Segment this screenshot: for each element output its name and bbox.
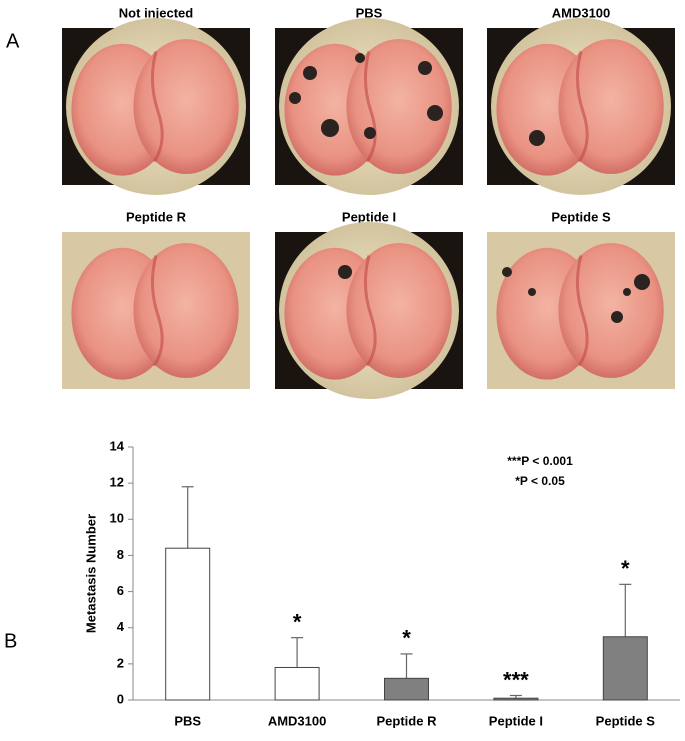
y-tick-label: 8 xyxy=(117,547,124,562)
y-tick-label: 2 xyxy=(117,655,124,670)
x-tick-label: PBS xyxy=(174,713,201,728)
x-tick-label: Peptide R xyxy=(377,713,438,728)
photo-title: Not injected xyxy=(119,5,193,20)
metastasis-spot xyxy=(427,105,443,121)
metastasis-spot xyxy=(502,267,512,277)
lung-right xyxy=(133,242,239,379)
y-tick-label: 0 xyxy=(117,691,124,706)
panel-label: B xyxy=(4,630,17,652)
significance-mark: * xyxy=(402,626,411,651)
metastasis-spot xyxy=(355,53,365,63)
bar xyxy=(274,666,320,701)
y-tick-label: 14 xyxy=(110,438,125,453)
significance-mark: * xyxy=(293,609,302,634)
y-axis-label: Metastasis Number xyxy=(83,514,98,633)
lung-vessels xyxy=(364,255,377,367)
photo-title: Peptide I xyxy=(342,209,396,224)
metastasis-spot xyxy=(528,288,536,296)
significance-mark: *** xyxy=(503,667,529,692)
y-tick-label: 6 xyxy=(117,583,124,598)
metastasis-spot xyxy=(418,61,432,75)
bar xyxy=(165,547,211,701)
lung-vessels xyxy=(151,51,164,163)
metastasis-spot xyxy=(338,265,352,279)
y-tick-label: 10 xyxy=(110,511,124,526)
bar xyxy=(602,636,648,701)
bar xyxy=(493,697,539,701)
metastasis-spot xyxy=(611,311,623,323)
bar xyxy=(384,677,429,701)
y-tick-label: 12 xyxy=(110,475,124,490)
metastasis-spot xyxy=(289,92,301,104)
x-tick-label: AMD3100 xyxy=(268,713,327,728)
metastasis-spot xyxy=(529,130,545,146)
significance-note: ***P < 0.001 xyxy=(507,454,573,468)
y-tick-label: 4 xyxy=(117,619,125,634)
lung-vessels xyxy=(576,51,589,163)
lung-vessels xyxy=(151,255,164,367)
significance-note: *P < 0.05 xyxy=(515,474,565,488)
x-tick-label: Peptide I xyxy=(489,713,543,728)
lung-right xyxy=(346,242,452,379)
metastasis-spot xyxy=(364,127,376,139)
metastasis-spot xyxy=(623,288,631,296)
lung-right xyxy=(558,242,664,379)
photo-title: Peptide S xyxy=(551,209,611,224)
significance-mark: * xyxy=(621,556,630,581)
metastasis-spot xyxy=(303,66,317,80)
lung-vessels xyxy=(576,255,589,367)
x-tick-label: Peptide S xyxy=(596,713,656,728)
metastasis-spot xyxy=(634,274,650,290)
photo-title: PBS xyxy=(356,5,383,20)
metastasis-spot xyxy=(321,119,339,137)
photo-title: AMD3100 xyxy=(552,5,611,20)
panel-label: A xyxy=(6,30,20,52)
photo-title: Peptide R xyxy=(126,209,187,224)
lung-vessels xyxy=(364,51,377,163)
lung-right xyxy=(133,38,239,175)
lung-right xyxy=(558,38,664,175)
